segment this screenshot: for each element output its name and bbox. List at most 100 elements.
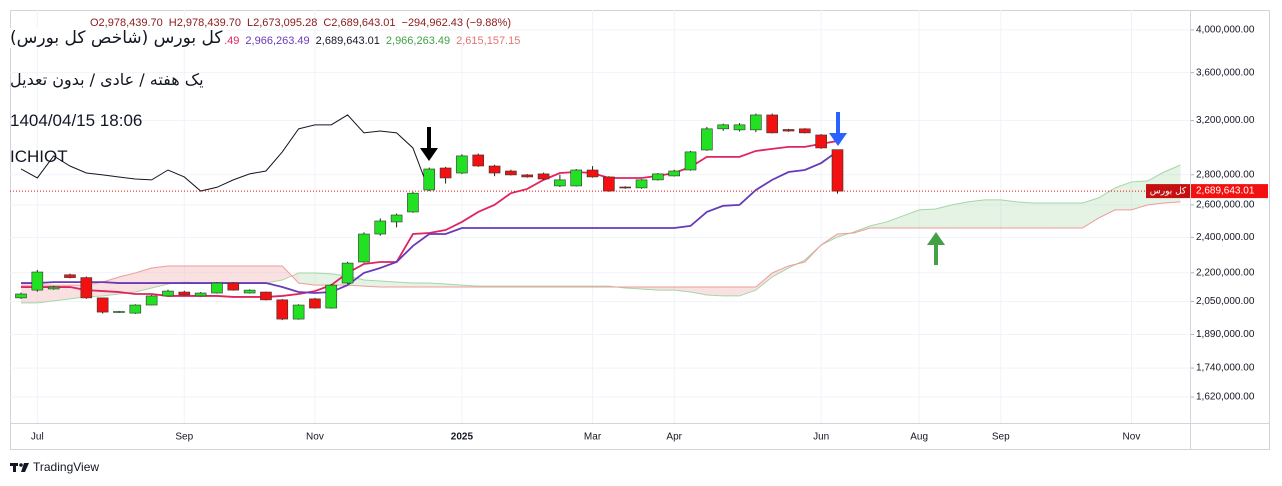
last-price-box <box>1190 184 1268 199</box>
candle-body <box>456 155 468 174</box>
indicator-name: ICHIOT <box>10 147 68 166</box>
candle-body <box>472 154 485 167</box>
cloud-layer <box>21 164 1181 304</box>
cloud-fill <box>968 199 985 229</box>
candle-body <box>162 290 174 297</box>
y-tick-label: 1,740,000.00 <box>1196 363 1255 374</box>
legend-value: 2,689,643.01 <box>315 35 380 47</box>
x-tick-label: Apr <box>666 432 682 443</box>
cloud-fill <box>184 265 201 284</box>
arrow-head <box>927 232 945 245</box>
legend-value: L2,673,095.28 <box>246 17 318 29</box>
y-tick-label: 2,800,000.00 <box>1196 169 1255 180</box>
cloud-fill <box>723 287 740 296</box>
candle-body <box>31 271 44 291</box>
indicator-line <box>21 150 839 294</box>
cloud-fill <box>396 282 413 288</box>
cloud-fill <box>657 287 675 291</box>
cloud-fill <box>706 287 724 296</box>
legend-value: 2,615,157.15 <box>456 35 521 47</box>
candle-body <box>652 173 664 181</box>
grid-layer <box>10 10 1190 423</box>
arrow-head <box>829 133 847 146</box>
candle-body <box>358 233 370 263</box>
y-tick-label: 1,620,000.00 <box>1196 392 1255 403</box>
last-price-name: کل بورس <box>1150 187 1187 197</box>
candle-body <box>766 114 778 134</box>
legend-line-1: O2,978,439.70 H2,978,439.70 L2,673,095.28 C… <box>90 17 517 29</box>
last-price-name-box <box>1146 184 1190 199</box>
candle-body <box>717 124 729 130</box>
x-tick-label: Aug <box>910 432 928 443</box>
cloud-fill <box>935 204 952 229</box>
candle-body <box>292 304 305 320</box>
candles-layer <box>15 113 844 321</box>
cloud-fill <box>265 265 283 284</box>
candle-body <box>439 167 452 179</box>
last-price-value: 2,689,643.01 <box>1196 186 1255 197</box>
cloud-fill <box>1115 181 1132 210</box>
cloud-fill <box>233 265 250 284</box>
chart-frame <box>10 10 1270 450</box>
candle-body <box>603 176 615 192</box>
candle-body <box>211 282 223 294</box>
y-tick-label: 2,200,000.00 <box>1196 267 1255 278</box>
brand-name: TradingView <box>33 460 100 474</box>
legend-value: −294,962.43 (−9.88%) <box>401 17 511 29</box>
cloud-fill <box>1049 203 1067 229</box>
x-tick-label: Nov <box>306 432 324 443</box>
candle-body <box>341 262 354 284</box>
chart-subtitle: یک هفته / عادی / بدون تعدیل <box>10 70 204 89</box>
legend-value: 2,966,263.49 <box>385 35 451 47</box>
candle-body <box>325 284 338 309</box>
candle-body <box>243 289 256 294</box>
candle-body <box>390 214 403 223</box>
chart-date: 1404/04/15 18:06 <box>10 111 143 130</box>
y-tick-label: 2,050,000.00 <box>1196 296 1255 307</box>
brand-logo <box>10 463 29 472</box>
candle-body <box>733 124 746 131</box>
cloud-fill <box>298 272 315 286</box>
cloud-fill <box>380 280 397 288</box>
candle-body <box>701 128 713 151</box>
candle-body <box>80 277 93 299</box>
candle-body <box>227 282 240 291</box>
cloud-fill <box>1000 199 1018 229</box>
candle-body <box>113 311 125 313</box>
candle-body <box>554 179 566 187</box>
x-tick-label: Nov <box>1123 432 1141 443</box>
candle-body <box>782 129 795 132</box>
cloud-fill <box>363 280 381 288</box>
cloud-fill <box>870 221 887 229</box>
candle-body <box>260 291 272 301</box>
candle-body <box>423 168 436 191</box>
cloud-fill <box>249 265 266 284</box>
y-tick-label: 2,600,000.00 <box>1196 200 1255 211</box>
logo-part <box>13 463 16 472</box>
y-tick-label: 4,000,000.00 <box>1196 24 1255 35</box>
candle-body <box>96 297 109 313</box>
cloud-fill <box>951 201 969 229</box>
cloud-fill <box>674 287 691 293</box>
candle-body <box>194 292 207 297</box>
cloud-fill <box>135 267 152 293</box>
y-tick-label: 2,400,000.00 <box>1196 232 1255 243</box>
indicator-line <box>21 140 838 298</box>
candle-body <box>488 165 501 174</box>
candle-body <box>374 220 387 235</box>
candle-body <box>635 179 648 189</box>
x-tick-label: 2025 <box>451 432 474 443</box>
candle-body <box>64 274 76 278</box>
cloud-fill <box>886 215 903 229</box>
x-tick-label: Sep <box>175 432 193 443</box>
legend-value: 2,966,263.49 <box>245 35 310 47</box>
x-tick-label: Jul <box>31 432 44 443</box>
cloud-fill <box>984 199 1001 229</box>
candle-body <box>145 295 158 306</box>
x-tick-label: Jun <box>813 432 829 443</box>
blue-arrow <box>829 112 847 146</box>
legend-value: C2,689,643.01 <box>323 17 396 29</box>
cloud-fill <box>216 265 234 284</box>
